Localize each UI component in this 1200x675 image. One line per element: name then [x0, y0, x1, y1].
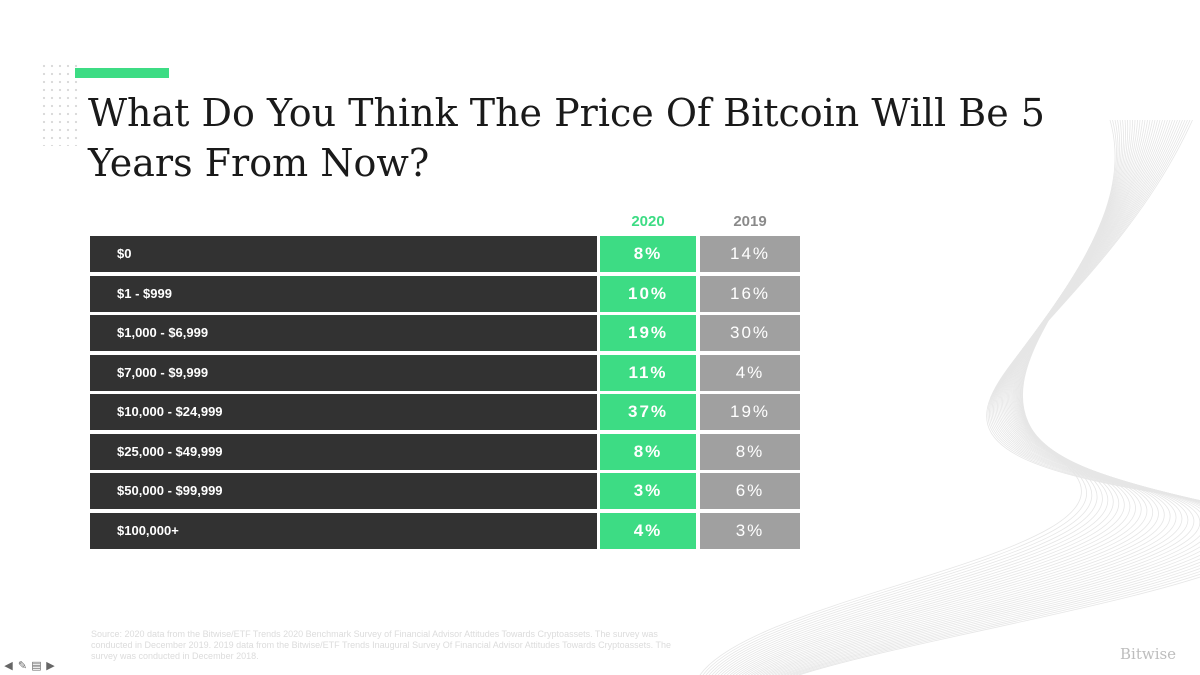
value-2019: 4% — [700, 354, 800, 391]
category-label: $50,000 - $99,999 — [90, 473, 597, 509]
slide-nav: ◀ ✎ ▤ ▶ — [2, 660, 57, 672]
value-2019: 8% — [700, 433, 800, 470]
value-2019: 6% — [700, 473, 800, 509]
table-row: $0 8% 14% — [90, 236, 800, 272]
survey-table: $0 8% 14% $1 - $999 10% 16% $1,000 - $6,999 19%… — [90, 236, 800, 552]
category-label: $7,000 - $9,999 — [90, 354, 597, 391]
table-row: $7,000 - $9,999 11% 4% — [90, 354, 800, 391]
table-row: $100,000+ 4% 3% — [90, 512, 800, 549]
page-title: What Do You Think The Price Of Bitcoin W… — [88, 91, 1045, 185]
column-header-2019: 2019 — [733, 213, 767, 230]
category-label: $100,000+ — [90, 512, 597, 549]
brand-logo: Bitwise — [1120, 645, 1177, 663]
wave-line — [765, 120, 1200, 675]
category-label: $25,000 - $49,999 — [90, 433, 597, 470]
wave-line — [744, 120, 1165, 675]
source-note: Source: 2020 data from the Bitwise/ETF T… — [91, 629, 671, 661]
category-label: $1 - $999 — [90, 275, 597, 312]
value-2020: 3% — [600, 473, 696, 509]
dot-grid-decoration — [40, 62, 80, 146]
title-accent-bar — [75, 68, 169, 78]
table-row: $1,000 - $6,999 19% 30% — [90, 315, 800, 351]
value-2019: 19% — [700, 394, 800, 430]
value-2020: 4% — [600, 512, 696, 549]
arrow-right-icon[interactable]: ▶ — [46, 660, 55, 672]
pen-icon[interactable]: ✎ — [17, 660, 28, 672]
category-label: $10,000 - $24,999 — [90, 394, 597, 430]
value-2020: 10% — [600, 275, 696, 312]
value-2020: 37% — [600, 394, 696, 430]
value-2019: 3% — [700, 512, 800, 549]
value-2019: 14% — [700, 236, 800, 272]
category-label: $1,000 - $6,999 — [90, 315, 597, 351]
slide-menu-icon[interactable]: ▤ — [31, 660, 42, 672]
category-label: $0 — [90, 236, 597, 272]
table-row: $10,000 - $24,999 37% 19% — [90, 394, 800, 430]
column-header-2020: 2020 — [631, 213, 665, 230]
wave-decoration — [699, 120, 1200, 675]
table-row: $25,000 - $49,999 8% 8% — [90, 433, 800, 470]
value-2020: 19% — [600, 315, 696, 351]
wave-line — [738, 120, 1154, 675]
value-2020: 8% — [600, 236, 696, 272]
table-row: $1 - $999 10% 16% — [90, 275, 800, 312]
value-2020: 8% — [600, 433, 696, 470]
arrow-left-icon[interactable]: ◀ — [4, 660, 13, 672]
value-2019: 30% — [700, 315, 800, 351]
table-row: $50,000 - $99,999 3% 6% — [90, 473, 800, 509]
wave-line — [798, 120, 1200, 675]
value-2020: 11% — [600, 354, 696, 391]
value-2019: 16% — [700, 275, 800, 312]
